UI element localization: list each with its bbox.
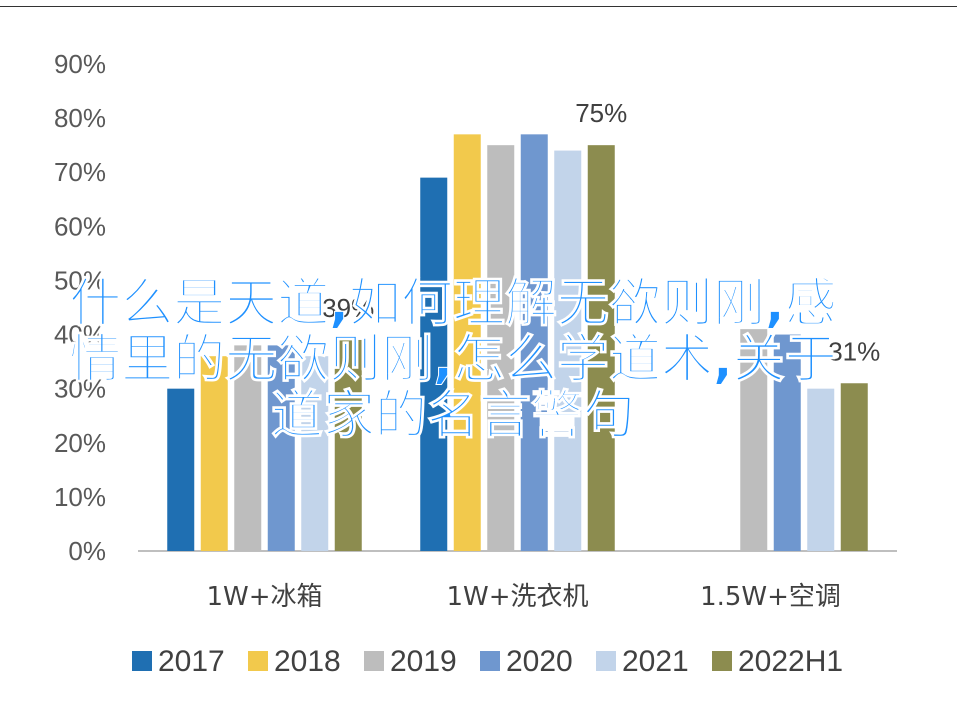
bar-2020-0 (267, 345, 295, 551)
bar-2018-1 (453, 134, 481, 551)
data-label: 31% (828, 336, 880, 366)
data-label: 39% (322, 293, 374, 323)
bar-2020-1 (520, 134, 548, 551)
y-tick-label: 60% (54, 211, 106, 241)
bar-2020-2 (773, 334, 801, 551)
legend-label: 2022H1 (738, 645, 843, 678)
bar-2022H1-0 (334, 339, 362, 551)
legend-swatch-2021 (596, 651, 616, 671)
y-tick-label: 10% (54, 482, 106, 512)
legend-label: 2017 (158, 645, 225, 678)
x-category-label: 1.5W+空调 (700, 582, 841, 612)
bar-2019-2 (740, 329, 768, 551)
bar-2022H1-2 (840, 383, 868, 551)
bar-2021-1 (554, 150, 582, 552)
legend-swatch-2020 (480, 651, 500, 671)
bar-2017-0 (167, 388, 195, 551)
bar-2017-1 (420, 177, 448, 551)
data-label: 75% (575, 98, 627, 128)
x-category-label: 1W+洗衣机 (446, 582, 588, 612)
legend-label: 2021 (622, 645, 689, 678)
legend-swatch-2017 (132, 651, 152, 671)
bar-2021-2 (807, 388, 835, 551)
y-tick-label: 50% (54, 265, 106, 295)
y-tick-label: 30% (54, 374, 106, 404)
y-tick-label: 0% (68, 536, 106, 566)
bar-2018-0 (200, 356, 228, 551)
y-tick-label: 90% (54, 49, 106, 79)
legend-label: 2020 (506, 645, 573, 678)
y-tick-label: 40% (54, 320, 106, 350)
bar-2019-0 (234, 345, 262, 551)
legend-swatch-2019 (364, 651, 384, 671)
bar-2019-1 (487, 145, 515, 551)
y-tick-label: 80% (54, 103, 106, 133)
top-rule (0, 6, 957, 7)
legend-label: 2019 (390, 645, 457, 678)
y-tick-label: 70% (54, 157, 106, 187)
legend-swatch-2022H1 (712, 651, 732, 671)
bar-2022H1-1 (587, 145, 615, 551)
legend-swatch-2018 (248, 651, 268, 671)
x-category-label: 1W+冰箱 (206, 582, 322, 612)
legend-label: 2018 (274, 645, 341, 678)
y-tick-label: 20% (54, 428, 106, 458)
bar-2021-0 (301, 356, 329, 551)
